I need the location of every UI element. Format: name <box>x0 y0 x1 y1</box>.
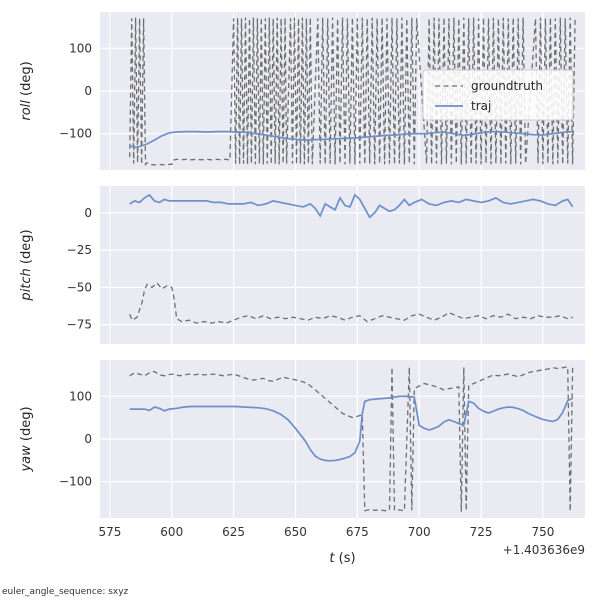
y-axis-label: roll (deg) <box>19 61 34 120</box>
axes-background <box>100 186 585 344</box>
y-tick-label: −75 <box>67 318 92 332</box>
subplot-roll: 100 0 −100 roll (deg) groundtruth traj <box>19 12 585 170</box>
x-tick-label: 750 <box>531 525 554 539</box>
x-tick-label: 675 <box>346 525 369 539</box>
x-tick-label: 625 <box>222 525 245 539</box>
x-tick-label: 575 <box>98 525 121 539</box>
y-axis-label: pitch (deg) <box>19 229 34 301</box>
legend-label-groundtruth: groundtruth <box>471 79 543 93</box>
traj-line <box>129 395 573 462</box>
y-tick-label: 100 <box>69 389 92 403</box>
groundtruth-line <box>129 366 574 512</box>
y-tick-label: 0 <box>84 84 92 98</box>
y-tick-label: −25 <box>67 243 92 257</box>
y-tick-label: 0 <box>84 432 92 446</box>
y-tick-label: 100 <box>69 41 92 55</box>
x-tick-label: 700 <box>408 525 431 539</box>
subplot-yaw: 100 0 −100 yaw (deg) <box>19 360 585 518</box>
traj-line <box>129 130 573 149</box>
traj-line <box>129 193 574 219</box>
groundtruth-line <box>129 281 573 324</box>
gridlines <box>100 186 585 344</box>
x-axis-label: t (s) <box>329 551 355 566</box>
x-tick-label: 600 <box>160 525 183 539</box>
x-axis: 575 600 625 650 675 700 725 750 +1.403636e9 t (s) <box>98 525 585 566</box>
y-tick-label: 0 <box>84 206 92 220</box>
y-tick-label: −100 <box>59 127 92 141</box>
y-tick-label: −100 <box>59 475 92 489</box>
y-axis-label: yaw (deg) <box>19 406 34 472</box>
x-axis-offset: +1.403636e9 <box>503 543 585 557</box>
legend-label-traj: traj <box>471 99 491 113</box>
y-tick-label: −50 <box>67 280 92 294</box>
subplot-pitch: 0 −25 −50 −75 pitch (deg) <box>19 186 585 344</box>
groundtruth-line <box>129 17 576 167</box>
x-tick-label: 725 <box>470 525 493 539</box>
footnote: euler_angle_sequence: sxyz <box>2 587 129 597</box>
x-tick-label: 650 <box>284 525 307 539</box>
legend: groundtruth traj <box>422 69 574 121</box>
